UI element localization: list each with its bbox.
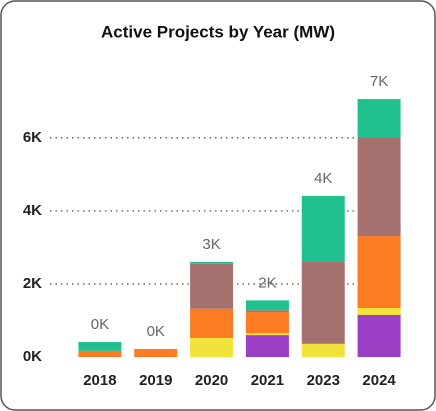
- bar-segment: [78, 350, 122, 357]
- x-tick-label: 2020: [195, 372, 228, 389]
- bar-segment: [245, 333, 289, 336]
- bar-segment: [190, 262, 234, 264]
- bar-segment: [357, 314, 401, 357]
- bar-segment: [190, 338, 234, 357]
- bar-segment: [245, 312, 289, 334]
- bar-segment: [190, 308, 234, 339]
- total-label: 0K: [91, 316, 109, 333]
- bar-segment: [357, 236, 401, 309]
- bar-segment: [301, 343, 345, 357]
- total-label: 7K: [370, 73, 388, 90]
- y-tick-label: 4K: [23, 202, 42, 219]
- x-tick-label: 2023: [307, 372, 340, 389]
- y-tick-label: 2K: [23, 275, 42, 292]
- bar-segment: [245, 300, 289, 311]
- y-tick-label: 6K: [23, 129, 42, 146]
- bar-segment: [357, 308, 401, 315]
- total-label: 2K: [258, 274, 276, 291]
- bar-segment: [134, 348, 178, 357]
- bar-segment: [245, 310, 289, 313]
- bar-segment: [78, 342, 122, 351]
- total-label: 4K: [314, 170, 332, 187]
- x-tick-label: 2021: [251, 372, 284, 389]
- x-tick-label: 2018: [83, 372, 116, 389]
- bar-segment: [301, 261, 345, 344]
- chart-title: Active Projects by Year (MW): [101, 22, 335, 41]
- x-tick-label: 2019: [139, 372, 172, 389]
- bar-segment: [190, 263, 234, 309]
- bar-segment: [301, 195, 345, 262]
- bar-segment: [357, 99, 401, 138]
- x-tick-label: 2024: [362, 372, 396, 389]
- y-tick-label: 0K: [23, 348, 42, 365]
- total-label: 0K: [147, 323, 165, 340]
- total-label: 3K: [202, 236, 220, 253]
- bar-segment: [357, 137, 401, 237]
- bar-segment: [245, 335, 289, 357]
